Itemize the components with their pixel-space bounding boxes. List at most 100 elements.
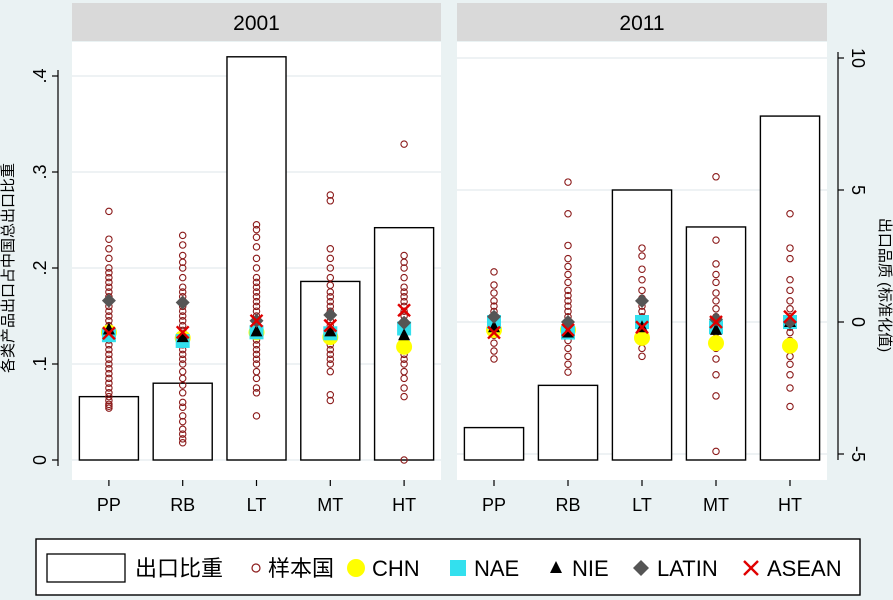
sample-point bbox=[638, 286, 646, 295]
legend-swatch-sample bbox=[251, 563, 261, 573]
legend-label-LATIN: LATIN bbox=[657, 556, 718, 581]
panel-title-1: 2011 bbox=[619, 12, 664, 35]
sample-point bbox=[105, 365, 113, 373]
sample-point bbox=[178, 317, 187, 325]
sample-point bbox=[178, 417, 187, 426]
sample-point bbox=[400, 367, 408, 376]
sample-point bbox=[564, 262, 572, 271]
sample-point bbox=[490, 302, 498, 310]
x-tick-label: HT bbox=[392, 495, 416, 515]
sample-point bbox=[178, 321, 187, 330]
sample-point bbox=[490, 281, 498, 289]
sample-point bbox=[564, 270, 572, 279]
legend-swatch-chn bbox=[347, 559, 365, 577]
x-tick-label: PP bbox=[97, 495, 121, 515]
legend-label-CHN: CHN bbox=[372, 556, 420, 581]
sample-point bbox=[252, 278, 261, 287]
sample-point bbox=[252, 264, 261, 272]
latin-marker bbox=[175, 295, 190, 310]
panels-layer: 2001 PP RB LT MT HT 2011 PP RB LT MT HT 0 .1 .2 .3 .4 -5 0… bbox=[30, 3, 868, 515]
asean-marker bbox=[323, 318, 338, 333]
legend-label-NIE: NIE bbox=[572, 556, 609, 581]
x-tick-label: RB bbox=[555, 495, 580, 515]
sample-point bbox=[786, 305, 794, 313]
legend-swatch-latin bbox=[633, 560, 649, 576]
legend-box bbox=[35, 538, 861, 596]
sample-point bbox=[490, 289, 498, 297]
sample-point bbox=[564, 302, 572, 310]
y-left-tick-label: 0 bbox=[30, 455, 50, 465]
sample-point bbox=[400, 273, 408, 282]
sample-point bbox=[326, 367, 335, 376]
sample-point bbox=[105, 392, 113, 401]
sample-point bbox=[105, 307, 113, 315]
sample-point bbox=[178, 360, 187, 368]
sample-point bbox=[564, 360, 572, 368]
sample-point bbox=[564, 241, 572, 250]
sample-point bbox=[490, 297, 498, 305]
sample-point bbox=[105, 369, 113, 378]
x-tick-label: LT bbox=[632, 495, 652, 515]
sample-point bbox=[178, 430, 187, 438]
bar-2011-PP bbox=[463, 426, 525, 461]
sample-point bbox=[105, 379, 113, 387]
asean-marker bbox=[487, 325, 501, 340]
sample-point bbox=[400, 392, 408, 401]
sample-point bbox=[105, 396, 113, 405]
sample-point bbox=[326, 297, 335, 306]
y-left-tick-label: .3 bbox=[30, 164, 50, 179]
sample-point bbox=[786, 371, 794, 379]
panel-header-1 bbox=[457, 3, 827, 41]
asean-marker bbox=[102, 326, 116, 341]
sample-point bbox=[638, 307, 646, 316]
sample-point bbox=[252, 345, 261, 354]
sample-point bbox=[326, 273, 335, 282]
sample-point bbox=[252, 288, 261, 296]
sample-point bbox=[326, 355, 335, 363]
sample-point bbox=[252, 341, 261, 349]
sample-point bbox=[712, 236, 720, 244]
chn-marker bbox=[708, 335, 724, 352]
y-left-tick-label: .2 bbox=[30, 260, 50, 275]
x-tick-label: HT bbox=[778, 495, 802, 515]
asean-marker bbox=[561, 323, 575, 337]
sample-point bbox=[490, 339, 498, 347]
sample-point bbox=[252, 283, 261, 291]
latin-marker bbox=[487, 309, 501, 324]
sample-point bbox=[786, 276, 794, 284]
asean-marker bbox=[249, 313, 264, 328]
sample-point bbox=[252, 355, 261, 363]
sample-point bbox=[252, 293, 261, 301]
sample-point bbox=[252, 233, 261, 242]
sample-point bbox=[712, 355, 720, 363]
sample-point bbox=[252, 350, 261, 359]
x-tick-label: RB bbox=[170, 495, 195, 515]
sample-point bbox=[252, 254, 261, 263]
sample-point bbox=[712, 447, 720, 456]
latin-marker bbox=[635, 293, 649, 308]
sample-point bbox=[326, 281, 335, 290]
chn-marker bbox=[782, 337, 798, 354]
sample-point bbox=[786, 402, 794, 411]
asean-marker bbox=[635, 320, 649, 335]
sample-point bbox=[638, 265, 646, 273]
legend-label-sample: 样本国 bbox=[268, 556, 334, 581]
sample-point bbox=[564, 278, 572, 287]
latin-marker bbox=[101, 293, 116, 308]
sample-point bbox=[786, 297, 794, 305]
sample-point bbox=[252, 389, 261, 397]
asean-marker bbox=[175, 325, 190, 340]
sample-point bbox=[712, 260, 720, 268]
sample-point bbox=[638, 244, 646, 252]
bar-2001-PP bbox=[78, 395, 140, 461]
legend-label-ASEAN: ASEAN bbox=[767, 556, 842, 581]
sample-point bbox=[252, 302, 261, 311]
sample-point bbox=[638, 352, 646, 361]
bar-2001-LT bbox=[226, 56, 287, 461]
sample-point bbox=[326, 350, 335, 359]
sample-point bbox=[400, 140, 408, 148]
x-tick-label: MT bbox=[317, 495, 343, 515]
sample-point bbox=[712, 289, 720, 297]
chn-marker bbox=[634, 329, 650, 346]
sample-point bbox=[326, 245, 335, 253]
